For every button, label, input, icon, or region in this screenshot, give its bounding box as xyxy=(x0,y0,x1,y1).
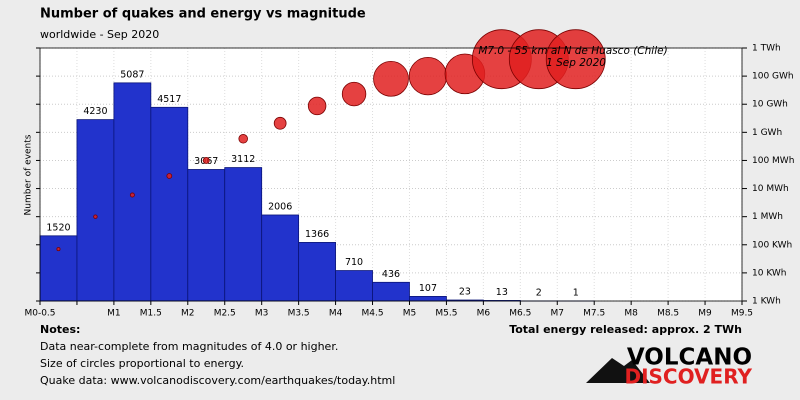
bar xyxy=(409,296,447,302)
bar xyxy=(335,270,373,302)
energy-circle xyxy=(93,214,98,219)
y2-tick-label: 10 MWh xyxy=(752,184,789,194)
y2-tick-label: 100 GWh xyxy=(752,72,794,82)
data-label: 4517 xyxy=(157,94,181,105)
x-tick-label: M5 xyxy=(403,309,417,319)
x-tick-label: M9 xyxy=(698,309,712,319)
bar xyxy=(113,82,152,302)
energy-circle xyxy=(273,116,287,130)
y-axis-label: Number of events xyxy=(24,134,34,215)
y2-tick-label: 1 MWh xyxy=(752,212,783,222)
data-label: 1 xyxy=(573,287,579,298)
x-tick-label: M4 xyxy=(329,309,343,319)
x-tick-label: M1.5 xyxy=(140,309,162,319)
y2-tick-label: 1 TWh xyxy=(752,44,781,54)
x-tick-label: M3 xyxy=(255,309,269,319)
energy-circle xyxy=(202,157,210,164)
x-tick-label: M7 xyxy=(551,309,565,319)
x-tick-label: M6.5 xyxy=(509,309,531,319)
energy-circle xyxy=(408,56,448,96)
energy-circle xyxy=(373,60,409,97)
energy-circle xyxy=(238,134,248,144)
logo-text: DISCOVERY xyxy=(624,365,752,389)
y2-tick-label: 1 GWh xyxy=(752,128,782,138)
energy-circle xyxy=(166,173,173,179)
y2-tick-label: 100 KWh xyxy=(752,240,792,250)
data-label: 4230 xyxy=(83,106,107,117)
energy-circle xyxy=(341,81,367,107)
energy-circle xyxy=(56,247,61,252)
y2-tick-label: 10 GWh xyxy=(752,100,788,110)
data-label: 23 xyxy=(459,287,471,298)
plot-frame xyxy=(39,47,743,302)
data-label: 13 xyxy=(496,287,508,298)
data-label: 3112 xyxy=(231,154,255,165)
bar xyxy=(150,106,189,302)
logo-icon xyxy=(586,358,650,383)
notes-title: Notes: xyxy=(40,323,80,336)
bar xyxy=(298,242,336,302)
bar xyxy=(187,169,226,302)
data-label: 1520 xyxy=(46,222,70,233)
annotation: M7.0 - 55 km al N de Huasco (Chile) xyxy=(478,45,667,57)
total-energy: Total energy released: approx. 2 TWh xyxy=(509,323,742,336)
energy-circle xyxy=(545,29,606,90)
annotation: 1 Sep 2020 xyxy=(546,57,606,69)
y2-tick-label: 100 MWh xyxy=(752,156,794,166)
bar xyxy=(76,119,115,302)
note: Size of circles proportional to energy. xyxy=(40,357,244,370)
y2-tick-label: 10 KWh xyxy=(752,268,787,278)
x-tick-label: M1 xyxy=(107,309,121,319)
logo-text: VOLCANO xyxy=(627,345,752,371)
chart-subtitle: worldwide - Sep 2020 xyxy=(40,28,159,41)
chart-title: Number of quakes and energy vs magnitude xyxy=(40,7,366,22)
x-tick-label: M8 xyxy=(624,309,638,319)
y2-tick-label: 1 KWh xyxy=(752,297,781,307)
x-tick-label: M5.5 xyxy=(435,309,457,319)
data-label: 2 xyxy=(536,287,542,298)
data-label: 1366 xyxy=(305,229,329,240)
x-tick-label: M9.5 xyxy=(731,309,753,319)
data-label: 710 xyxy=(345,257,363,268)
note: Data near-complete from magnitudes of 4.… xyxy=(40,340,338,353)
x-tick-label: M6 xyxy=(477,309,491,319)
bar xyxy=(39,235,78,302)
x-tick-label: M2.5 xyxy=(214,309,236,319)
energy-circle xyxy=(307,96,327,116)
x-tick-label: M3.5 xyxy=(288,309,310,319)
x-tick-label: M0-0.5 xyxy=(24,309,55,319)
data-label: 5087 xyxy=(120,69,144,80)
data-label: 107 xyxy=(419,283,437,294)
data-label: 2006 xyxy=(268,201,292,212)
note: Quake data: www.volcanodiscovery.com/ear… xyxy=(40,374,395,387)
data-label: 436 xyxy=(382,269,400,280)
x-tick-label: M7.5 xyxy=(583,309,605,319)
x-tick-label: M8.5 xyxy=(657,309,679,319)
energy-circle xyxy=(129,192,135,198)
x-tick-label: M2 xyxy=(181,309,195,319)
bar xyxy=(261,214,300,302)
x-tick-label: M4.5 xyxy=(361,309,383,319)
bar xyxy=(372,281,410,302)
bar xyxy=(224,167,263,302)
